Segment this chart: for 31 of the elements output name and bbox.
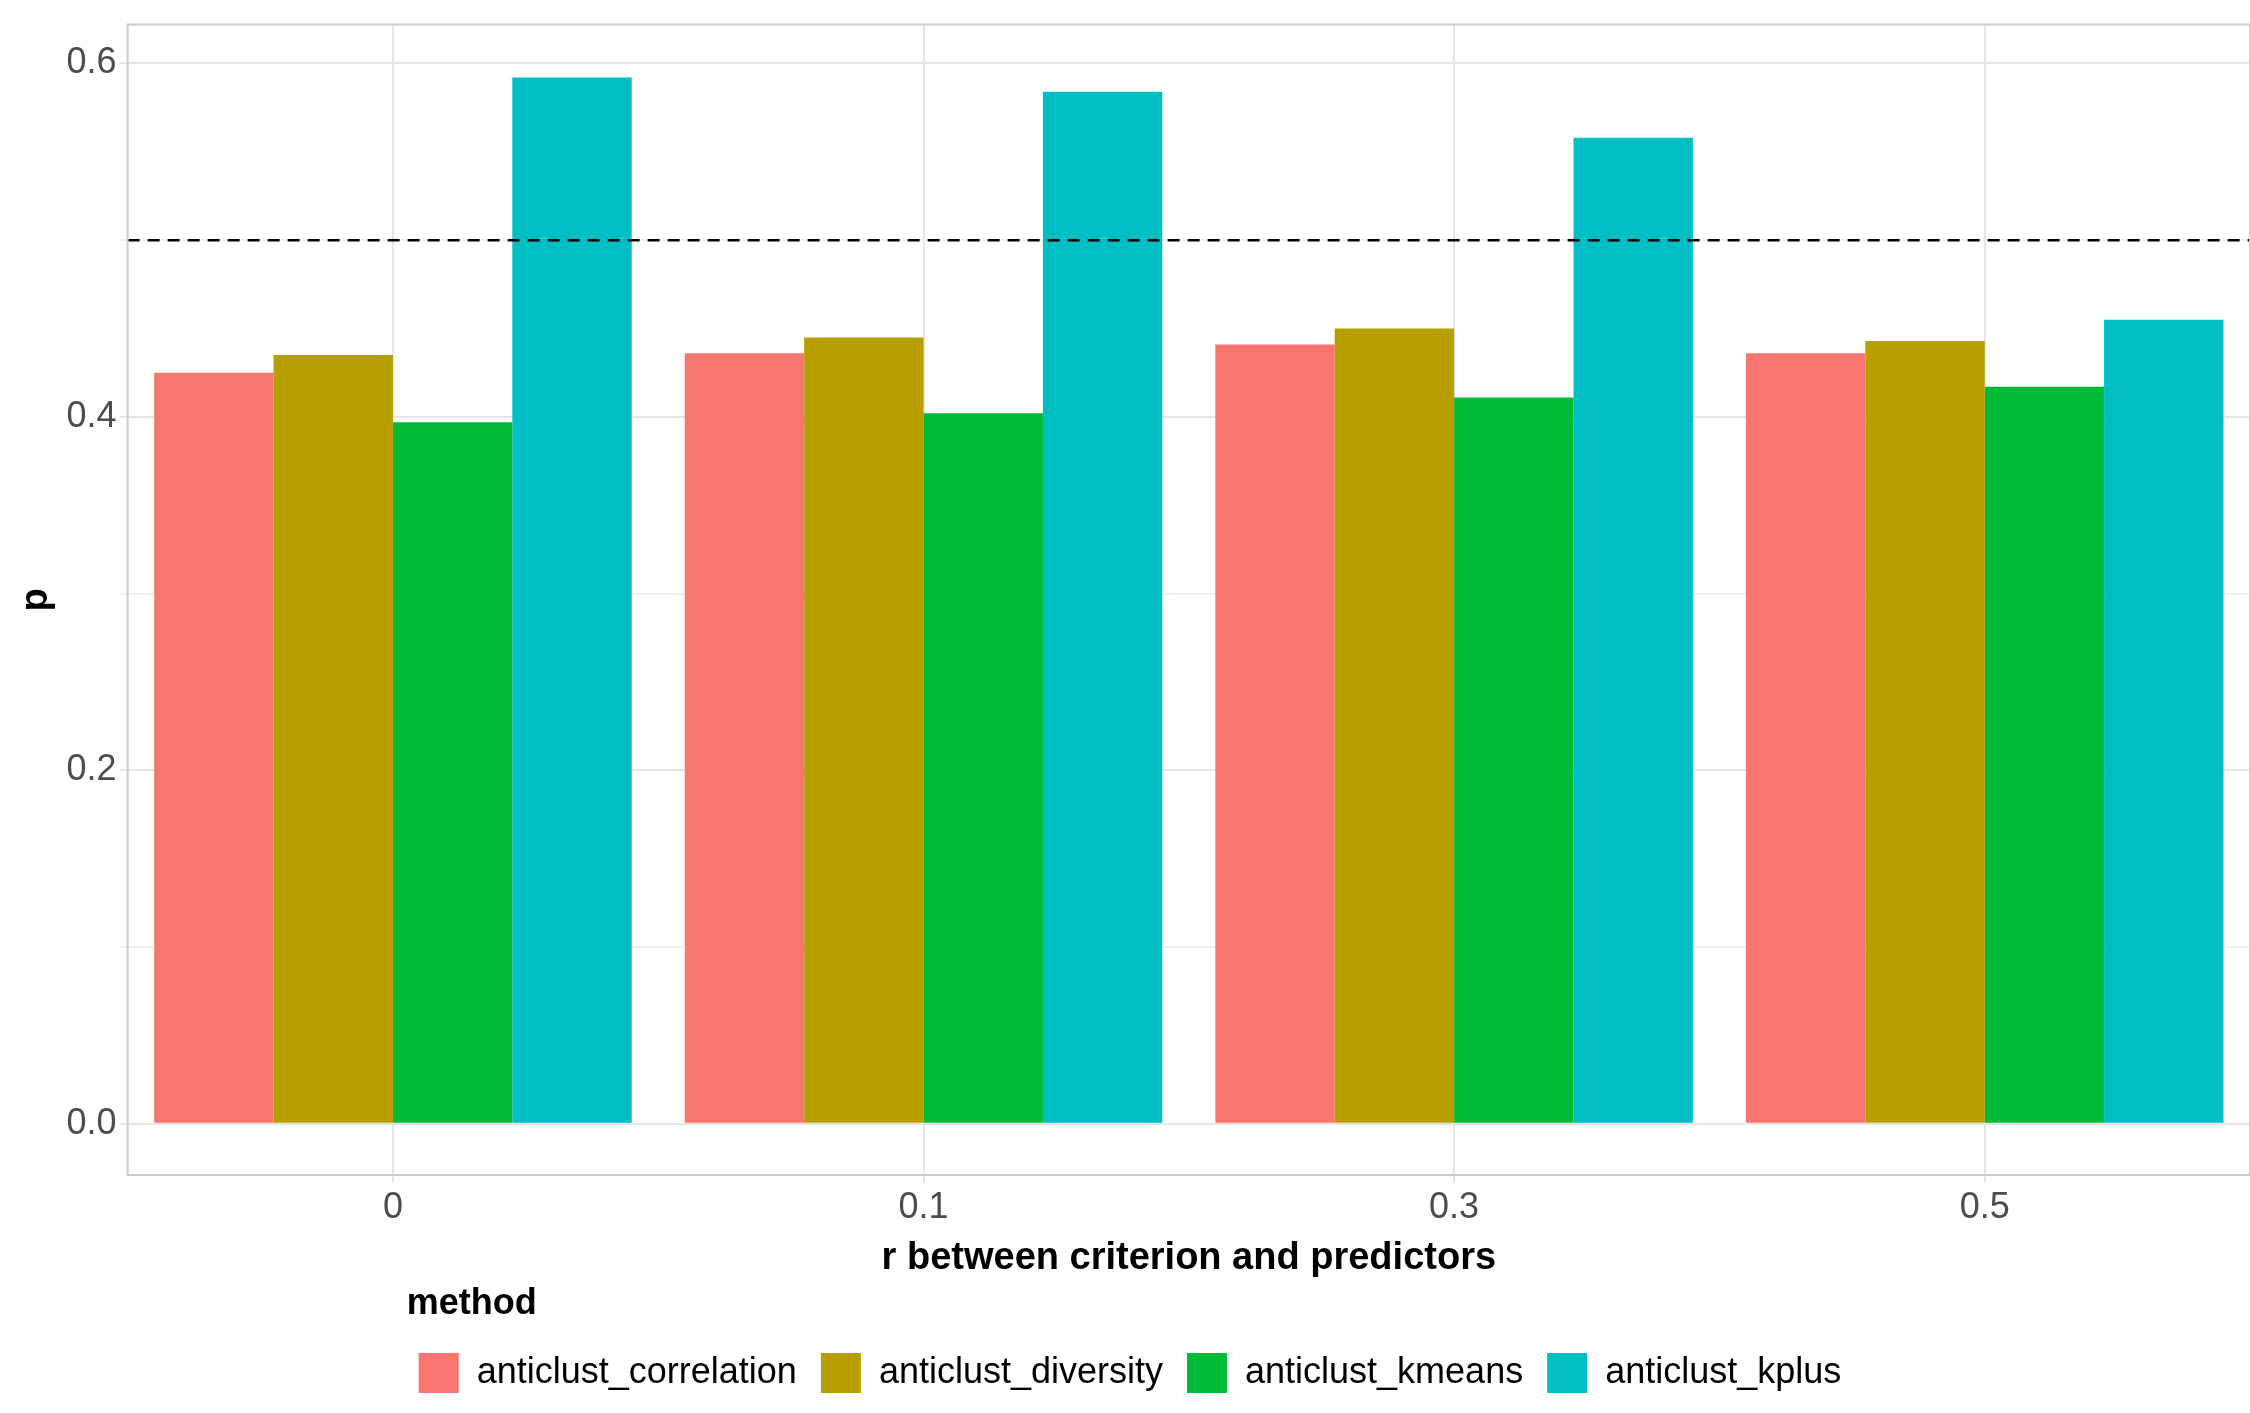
y-axis-title: p xyxy=(13,588,56,612)
x-tick-label: 0 xyxy=(382,1184,403,1226)
y-tick-label: 0.6 xyxy=(66,40,117,82)
bar xyxy=(923,413,1043,1123)
y-tick-label: 0.2 xyxy=(66,747,117,789)
bar xyxy=(154,372,274,1123)
bar xyxy=(273,355,393,1123)
x-tick-label: 0.3 xyxy=(1429,1184,1480,1226)
bar xyxy=(1042,91,1163,1123)
bar xyxy=(392,422,513,1123)
bar xyxy=(684,353,805,1123)
bar xyxy=(1745,353,1866,1123)
bar xyxy=(1573,137,1693,1123)
legend-label: anticlust_kplus xyxy=(1605,1349,1842,1391)
bar xyxy=(1454,397,1574,1123)
bar xyxy=(1865,340,1985,1123)
bar xyxy=(2104,319,2224,1123)
bar xyxy=(1984,386,2105,1123)
x-tick-label: 0.1 xyxy=(898,1184,949,1226)
x-axis-title: r between criterion and predictors xyxy=(881,1235,1497,1278)
bar xyxy=(1215,344,1335,1123)
bar xyxy=(804,337,924,1123)
legend-label: anticlust_kmeans xyxy=(1245,1349,1524,1391)
legend-label: anticlust_diversity xyxy=(878,1349,1164,1391)
bar xyxy=(512,77,632,1123)
legend-title: method xyxy=(406,1280,537,1322)
x-tick-label: 0.5 xyxy=(1959,1184,2010,1226)
y-tick-label: 0.4 xyxy=(66,393,117,435)
y-tick-label: 0.0 xyxy=(66,1100,117,1142)
legend-label: anticlust_correlation xyxy=(476,1349,797,1391)
bar xyxy=(1334,328,1455,1123)
